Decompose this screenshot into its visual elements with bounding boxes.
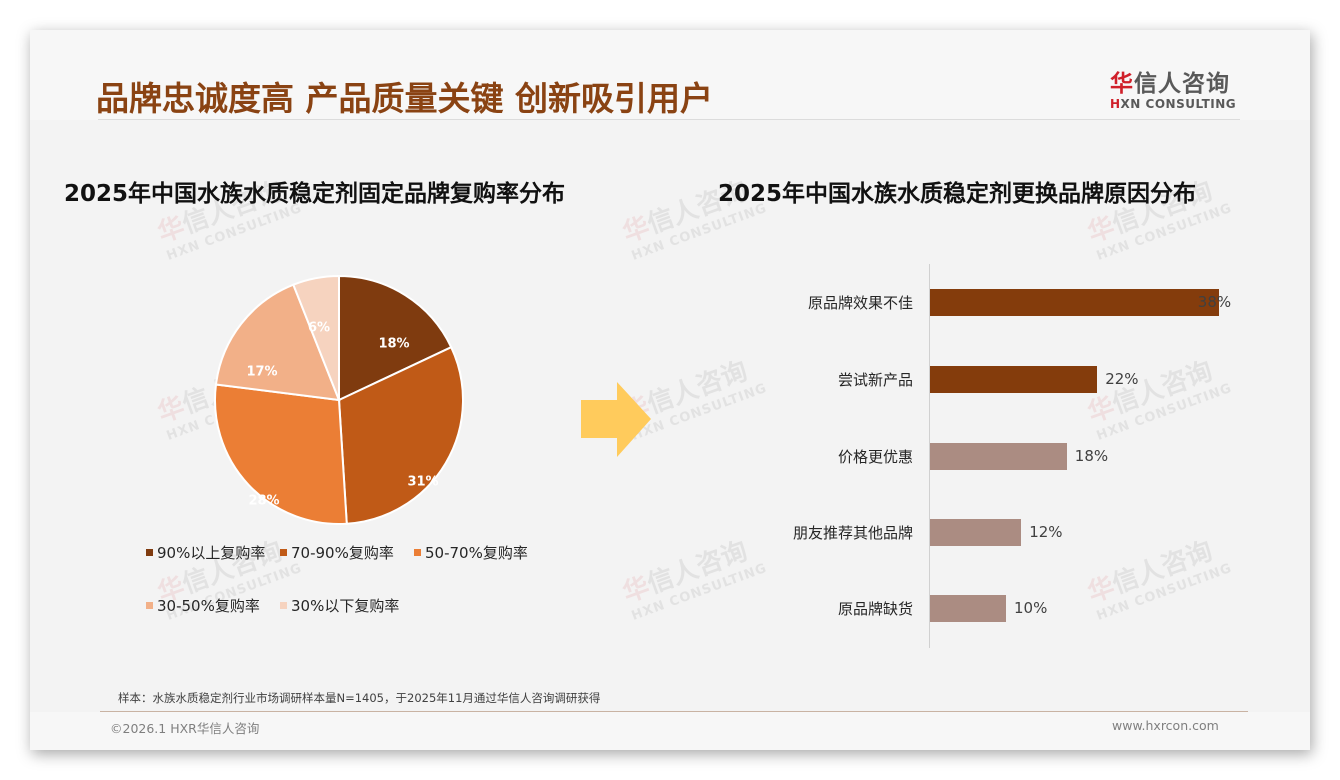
bar	[930, 443, 1067, 470]
pie-slice	[337, 345, 464, 525]
legend-item: 50-70%复购率	[414, 542, 528, 563]
bar-category-label: 原品牌缺货	[837, 600, 913, 618]
logo-english: HXN CONSULTING	[1110, 97, 1237, 111]
bar-chart-title: 2025年中国水族水质稳定剂更换品牌原因分布	[718, 181, 1197, 207]
bar-chart-axis	[929, 264, 930, 648]
bar-row: 尝试新产品 22%	[730, 366, 1290, 393]
pie-slice	[214, 283, 341, 402]
pie-slice-label: 6%	[307, 320, 331, 336]
bar-value-label: 12%	[1029, 523, 1063, 541]
right-arrow-icon	[581, 382, 651, 457]
title-divider	[98, 119, 1240, 120]
legend-swatch	[414, 549, 421, 556]
legend-swatch	[280, 602, 287, 609]
bar-row: 朋友推荐其他品牌 12%	[730, 519, 1290, 546]
bar-category-label: 价格更优惠	[837, 448, 913, 466]
legend-item: 30-50%复购率	[146, 595, 260, 616]
footer-divider	[100, 711, 1248, 712]
legend-item: 90%以上复购率	[146, 542, 265, 563]
bar-value-label: 38%	[1197, 293, 1232, 311]
legend-item: 30%以下复购率	[280, 595, 399, 616]
legend-swatch	[146, 602, 153, 609]
copyright: ©2026.1 HXR华信人咨询	[110, 721, 260, 736]
legend-swatch	[146, 549, 153, 556]
pie-slice	[292, 274, 340, 401]
pie-slice-label: 28%	[248, 493, 280, 509]
bar	[930, 289, 1219, 316]
bar-value-label: 18%	[1074, 447, 1109, 465]
bar-value-label: 22%	[1105, 370, 1139, 388]
bar-category-label: 朋友推荐其他品牌	[792, 524, 913, 542]
pie-chart-graphic	[214, 274, 464, 525]
bar	[930, 366, 1098, 393]
header-band	[30, 30, 1310, 120]
website-link[interactable]: www.hxrcon.com	[1112, 718, 1219, 733]
bar-row: 原品牌效果不佳 38%	[730, 289, 1290, 316]
slide: 华信人咨询 HXN CONSULTING 华信人咨询 HXN CONSULTIN…	[30, 30, 1310, 750]
company-logo: 华信人咨询 HXN CONSULTING	[1110, 64, 1245, 111]
bar-row: 价格更优惠 18%	[730, 443, 1290, 470]
bar	[930, 595, 1006, 622]
bar	[930, 519, 1022, 546]
footer-band	[30, 712, 1310, 750]
legend-item: 70-90%复购率	[280, 542, 394, 563]
pie-slice	[214, 383, 348, 525]
bar-category-label: 原品牌效果不佳	[807, 294, 913, 312]
pie-slice-label: 17%	[246, 364, 278, 380]
bar-category-label: 尝试新产品	[837, 371, 913, 389]
watermark: 华信人咨询 HXN CONSULTING	[1084, 356, 1235, 444]
pie-chart-title: 2025年中国水族水质稳定剂固定品牌复购率分布	[64, 181, 566, 207]
logo-chinese: 华信人咨询	[1110, 71, 1230, 97]
pie-slice	[338, 274, 453, 402]
bar-row: 原品牌缺货 10%	[730, 595, 1290, 622]
legend-swatch	[280, 549, 287, 556]
sample-note: 样本：水族水质稳定剂行业市场调研样本量N=1405，于2025年11月通过华信人…	[118, 691, 601, 705]
pie-chart: 18% 31% 28% 17% 6%	[214, 274, 464, 525]
page-title: 品牌忠诚度高 产品质量关键 创新吸引用户	[96, 79, 713, 118]
pie-slice-label: 31%	[407, 474, 439, 490]
pie-slice-label: 18%	[378, 336, 410, 352]
bar-value-label: 10%	[1014, 599, 1048, 617]
